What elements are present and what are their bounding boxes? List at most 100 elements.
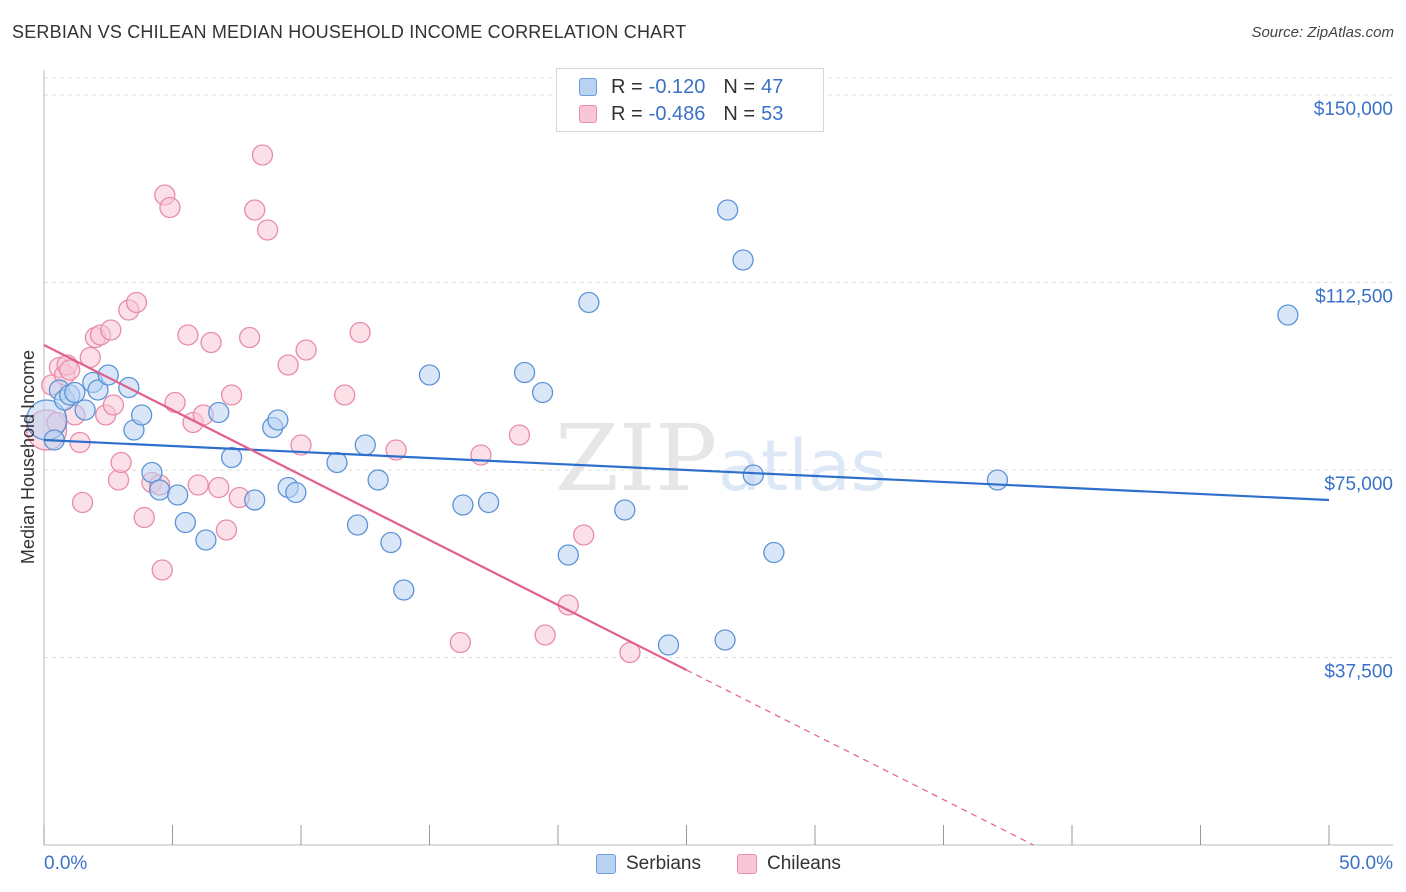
chilean-point [177, 324, 199, 346]
chilean-point [385, 439, 407, 461]
serbian-point [714, 629, 736, 651]
chilean-trend-line [43, 344, 687, 671]
chilean-point [133, 506, 155, 529]
serbian-point [326, 451, 348, 474]
n-label: N = [723, 102, 756, 125]
stats-legend: R = -0.120 N = 47 R = -0.486 N = 53 [556, 68, 824, 132]
chilean-point [349, 321, 371, 344]
n-value: 53 [761, 102, 784, 125]
axis-layer [43, 70, 1393, 846]
chilean-point [244, 199, 266, 221]
serbian-point [267, 409, 289, 431]
serbian-point [208, 401, 230, 424]
chilean-point [238, 326, 261, 349]
chilean-point [277, 354, 299, 376]
serbian-point [732, 249, 754, 271]
chilean-point [449, 631, 471, 654]
legend-item-serbians[interactable]: Serbians [596, 852, 701, 876]
chilean-point [102, 394, 125, 416]
chilean-trend-extension [686, 669, 1034, 846]
y-tick-label: $37,500 [1324, 662, 1393, 683]
chilean-point [220, 384, 243, 406]
r-label: R = [611, 75, 643, 98]
chilean-point [187, 474, 209, 496]
serbian-point [380, 531, 402, 554]
serbian-point [174, 511, 197, 534]
watermark-atlas: atlas [718, 425, 887, 507]
serbian-point [64, 381, 86, 404]
points-layer [25, 144, 1299, 664]
chilean-point [59, 359, 81, 381]
chilean-point [110, 451, 132, 474]
serbian-point [195, 529, 217, 551]
chileans-swatch [579, 105, 597, 123]
serbian-point [74, 399, 96, 421]
serbian-point [131, 404, 153, 426]
serbians-legend-swatch [596, 854, 616, 874]
chilean-point [215, 519, 238, 541]
label-layer: $37,500 $75,000 $112,500 $150,000 0.0% 50.0% M… [18, 99, 1393, 874]
serbian-point [87, 379, 109, 401]
legend-item-chileans[interactable]: Chileans [737, 852, 841, 876]
serbian-point [367, 469, 389, 491]
serbian-point [285, 481, 307, 504]
serbian-point [531, 381, 554, 404]
serbian-point [578, 291, 600, 314]
chart-title: SERBIAN VS CHILEAN MEDIAN HOUSEHOLD INCO… [12, 22, 687, 42]
legend-row-chileans: R = -0.486 N = 53 [579, 102, 783, 126]
watermark-zip: ZIP [555, 405, 717, 512]
chilean-point [100, 319, 122, 341]
chilean-point [151, 559, 173, 581]
serbian-point [513, 361, 536, 384]
chilean-point [557, 594, 579, 616]
chilean-point [71, 491, 94, 514]
serbian-point [763, 541, 785, 564]
watermark: ZIP atlas [555, 405, 887, 512]
source-credit: Source: ZipAtlas.com [1251, 24, 1394, 41]
r-value: -0.120 [648, 75, 706, 98]
chilean-point [295, 339, 317, 361]
n-label: N = [723, 75, 756, 98]
chilean-point [107, 469, 130, 491]
serbian-point [148, 479, 171, 501]
legend-row-serbians: R = -0.120 N = 47 [579, 75, 783, 99]
serbian-point [716, 199, 739, 221]
y-tick-label: $75,000 [1324, 474, 1393, 495]
serbian-point [220, 446, 243, 469]
grid-layer [44, 77, 1393, 658]
chilean-point [534, 624, 556, 646]
serbian-point [742, 464, 764, 486]
chilean-point [200, 331, 222, 354]
chilean-point [256, 219, 279, 241]
serbian-point [141, 461, 163, 484]
chileans-legend-swatch [737, 854, 757, 874]
chilean-point [334, 384, 356, 406]
chilean-point [508, 424, 531, 446]
serbian-point [452, 494, 474, 516]
r-value: -0.486 [648, 102, 706, 125]
serbian-point [557, 544, 579, 566]
chilean-point [290, 434, 312, 456]
serbian-point [346, 514, 369, 536]
serbians-legend-label: Serbians [626, 853, 701, 874]
chilean-point [159, 196, 181, 219]
x-tick-label-min: 0.0% [44, 853, 87, 874]
chilean-point [208, 476, 230, 499]
serbian-point [614, 499, 636, 521]
y-axis-title: Median Household Income [18, 350, 38, 564]
serbian-point [354, 434, 376, 456]
chilean-point [251, 144, 274, 166]
serbian-point [418, 364, 441, 386]
chilean-point [125, 291, 148, 314]
serbian-point [477, 491, 500, 514]
serbians-swatch [579, 78, 597, 96]
serbian-point [393, 579, 415, 601]
n-value: 47 [761, 75, 784, 98]
chilean-point [573, 524, 595, 546]
chileans-legend-label: Chileans [767, 853, 841, 874]
serbian-point [657, 634, 680, 656]
serbian-point [244, 489, 266, 511]
y-tick-label: $150,000 [1314, 99, 1393, 120]
trend-layer [43, 344, 1330, 846]
